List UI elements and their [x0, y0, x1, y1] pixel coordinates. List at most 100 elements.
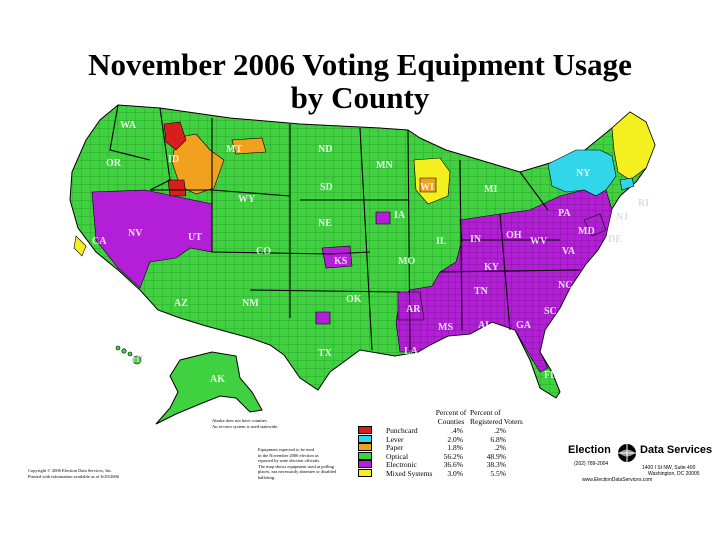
state-label: OR — [106, 158, 122, 169]
state-label: RI — [638, 198, 649, 209]
electronic-iowa-spot — [375, 211, 391, 225]
state-label: AK — [210, 374, 225, 385]
state-label: IL — [436, 236, 447, 247]
legend-counties-value: 36.6% — [443, 460, 463, 470]
legend-counties-value: 2.0% — [447, 434, 463, 444]
state-label: NE — [318, 218, 332, 229]
legend-row-paper: Paper 1.8% .2% — [358, 443, 558, 452]
electronic-texas-spot — [315, 311, 331, 325]
legend-label: Lever — [386, 434, 404, 444]
state-label: MD — [578, 226, 595, 237]
lever-connecticut — [619, 177, 635, 191]
legend-voters-value: 5.5% — [490, 469, 506, 478]
state-label: IA — [394, 210, 406, 221]
punchcard-idaho-south — [167, 179, 187, 197]
copyright-note: Copyright © 2006 Election Data Services,… — [28, 468, 119, 479]
company-block: Election Data Services (202) 789-2004 14… — [568, 442, 718, 487]
map-title: November 2006 Voting Equipment Usage by … — [0, 48, 720, 114]
state-label: WI — [420, 182, 434, 193]
state-label: NJ — [616, 212, 628, 223]
legend-label: Electronic — [386, 460, 417, 470]
legend-counties-value: .4% — [451, 426, 463, 435]
state-label: MS — [438, 322, 453, 333]
legend-label: Paper — [386, 443, 404, 453]
state-label: ND — [318, 144, 332, 155]
company-phone: (202) 789-2004 — [574, 461, 609, 467]
legend-voters-value: 6.8% — [490, 434, 506, 444]
electronic-nevada-utah — [91, 189, 213, 289]
state-label: TX — [318, 348, 333, 359]
state-labels: WA OR ID MT ND MN WI MI SD WY NV UT CO N… — [92, 120, 649, 385]
state-label: OH — [506, 230, 522, 241]
state-label: MN — [376, 160, 393, 171]
company-word-2: Data Services — [640, 444, 713, 456]
legend-label: Mixed Systems — [386, 469, 433, 478]
state-label: PA — [558, 208, 571, 219]
paper-montana-east — [231, 137, 267, 155]
state-label: OK — [346, 294, 362, 305]
state-label: NY — [576, 168, 591, 179]
company-word-1: Election — [568, 444, 611, 456]
alaska-shape — [155, 351, 263, 425]
state-label: GA — [516, 320, 532, 331]
state-label: VA — [562, 246, 576, 257]
legend-swatch — [358, 469, 372, 477]
state-label: DE — [608, 234, 622, 245]
legend-voters-value: 38.3% — [486, 460, 506, 470]
state-label: NM — [242, 298, 259, 309]
state-label: CO — [256, 246, 271, 257]
legend-voters-value: .2% — [494, 426, 506, 435]
legend-row-lever: Lever 2.0% 6.8% — [358, 434, 558, 444]
state-label: ID — [168, 154, 179, 165]
state-label: IN — [470, 234, 482, 245]
state-label: SD — [320, 182, 333, 193]
legend-row-mixed: Mixed Systems 3.0% 5.5% — [358, 469, 558, 478]
legend-row-punchcard: Punchcard .4% .2% — [358, 426, 558, 435]
legend-col1-header: Percent of Counties — [435, 408, 467, 426]
legend-counties-value: 3.0% — [447, 469, 463, 478]
punchcard-idaho — [163, 121, 187, 151]
legend-swatch — [358, 443, 372, 452]
electronic-kansas-spots — [321, 245, 353, 269]
globe-logo-icon — [618, 444, 636, 462]
legend-row-electronic: Electronic 36.6% 38.3% — [358, 460, 558, 469]
legend-label: Optical — [386, 451, 409, 461]
state-label: SC — [544, 306, 557, 317]
legend-swatch — [358, 426, 372, 434]
legend-col2-header: Percent of Registered Voters — [470, 408, 523, 426]
electronic-county-lines — [396, 190, 612, 372]
legend-voters-value: 48.9% — [486, 451, 506, 461]
state-label: LA — [404, 346, 419, 357]
state-label: NC — [558, 280, 572, 291]
paper-idaho-montana — [171, 133, 225, 195]
paper-wisconsin — [419, 177, 437, 193]
company-address-1: 1400 I St NW, Suite 400 — [642, 465, 696, 471]
hawaii-shape — [115, 345, 142, 365]
legend-counties-value: 1.8% — [447, 443, 463, 453]
legend-swatch — [358, 460, 372, 469]
state-label: FL — [544, 370, 557, 381]
state-label: KY — [484, 262, 500, 273]
state-label: UT — [188, 232, 202, 243]
state-boundaries — [109, 104, 581, 351]
state-label: MI — [484, 184, 497, 195]
state-label: WA — [120, 120, 137, 131]
state-label: AR — [406, 304, 421, 315]
legend-label: Punchcard — [386, 426, 418, 435]
state-label: KS — [334, 256, 348, 267]
title-line-1: November 2006 Voting Equipment Usage — [88, 47, 632, 82]
company-address-2: Washington, DC 20005 — [648, 471, 700, 477]
mixed-california-south — [73, 235, 87, 257]
state-label: MT — [226, 144, 242, 155]
mixed-new-england — [611, 111, 656, 181]
company-website: www.ElectionDataServices.com — [582, 477, 653, 483]
alaska-note: Alaska does not have counties. An at-onc… — [212, 418, 279, 429]
state-label: HI — [132, 354, 144, 365]
paper-regions — [171, 133, 437, 195]
state-label: NV — [128, 228, 143, 239]
state-label: AZ — [174, 298, 188, 309]
legend-row-optical: Optical 56.2% 48.9% — [358, 451, 558, 461]
state-label: WY — [238, 194, 256, 205]
state-label: TN — [474, 286, 489, 297]
